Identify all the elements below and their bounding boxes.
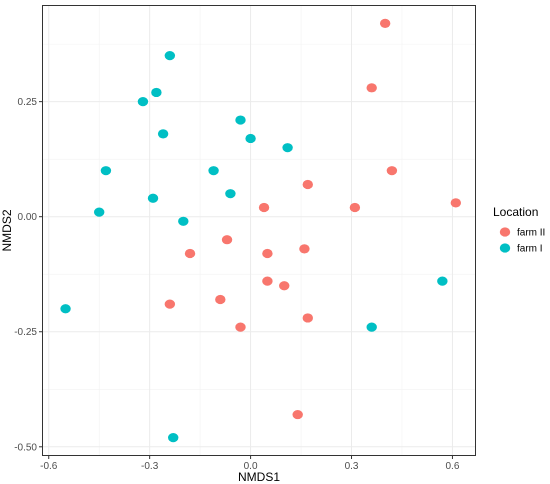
- x-tick-label: 0.6: [445, 461, 459, 472]
- data-point-farm-ii: [262, 276, 273, 286]
- data-point-farm-i: [60, 304, 71, 314]
- y-tick-label: -0.50: [14, 442, 37, 453]
- legend: Location farm II farm I: [493, 205, 545, 255]
- data-point-farm-i: [245, 133, 256, 144]
- legend-key-farm-i: [499, 243, 511, 253]
- data-point-farm-i: [93, 207, 105, 217]
- data-point-farm-ii: [292, 409, 303, 420]
- data-point-farm-ii: [221, 235, 233, 245]
- plot-panel: [42, 5, 476, 456]
- data-point-farm-ii: [235, 322, 246, 332]
- data-point-farm-i: [437, 276, 448, 286]
- data-point-farm-ii: [349, 202, 361, 213]
- x-tick-label: 0.3: [345, 461, 359, 472]
- panel-border: [42, 5, 476, 456]
- major-gridlines: [42, 5, 476, 456]
- x-tick-label: -0.3: [141, 461, 159, 472]
- data-point-farm-i: [168, 432, 179, 443]
- data-point-farm-i: [164, 51, 176, 61]
- data-point-farm-i: [151, 87, 162, 98]
- data-point-farm-i: [235, 115, 246, 125]
- data-point-farm-ii: [386, 166, 398, 176]
- data-point-farm-i: [137, 97, 149, 107]
- y-axis-ticks: -0.50 -0.25 0.00 0.25: [14, 97, 42, 453]
- data-point-farm-ii: [258, 202, 270, 213]
- data-point-farm-i: [282, 143, 293, 153]
- x-tick-label: -0.6: [40, 461, 58, 472]
- legend-label-farm-i: farm I: [517, 244, 543, 255]
- data-point-farm-i: [157, 129, 169, 139]
- minor-gridlines: [42, 5, 476, 456]
- data-point-farm-ii: [184, 248, 196, 259]
- legend-key-farm-ii: [499, 227, 511, 237]
- data-point-farm-ii: [366, 83, 377, 93]
- data-point-farm-ii: [302, 179, 313, 190]
- data-point-farm-ii: [262, 248, 273, 259]
- x-axis-title: NMDS1: [238, 470, 280, 484]
- x-axis-ticks: -0.6 -0.3 0.0 0.3 0.6: [40, 456, 460, 472]
- legend-items: farm II farm I: [499, 227, 545, 255]
- data-point-farm-i: [208, 166, 219, 176]
- y-tick-label: 0.00: [18, 212, 38, 223]
- y-tick-label: 0.25: [18, 97, 38, 108]
- data-point-farm-i: [225, 189, 236, 199]
- data-point-farm-ii: [279, 281, 290, 291]
- data-point-farm-i: [147, 193, 159, 203]
- x-tick-label: 0.0: [244, 461, 258, 472]
- legend-label-farm-ii: farm II: [517, 228, 545, 239]
- data-point-farm-ii: [450, 198, 462, 208]
- data-point-farm-i: [366, 322, 377, 332]
- legend-title: Location: [493, 205, 538, 219]
- y-axis-title: NMDS2: [0, 209, 14, 251]
- data-point-farm-ii: [164, 299, 176, 309]
- data-point-farm-ii: [215, 294, 226, 305]
- data-points: [60, 18, 462, 443]
- data-point-farm-ii: [302, 313, 313, 323]
- data-point-farm-i: [178, 216, 189, 226]
- data-point-farm-ii: [299, 244, 310, 254]
- data-point-farm-ii: [379, 18, 391, 29]
- data-point-farm-i: [100, 166, 112, 176]
- y-tick-label: -0.25: [14, 327, 37, 338]
